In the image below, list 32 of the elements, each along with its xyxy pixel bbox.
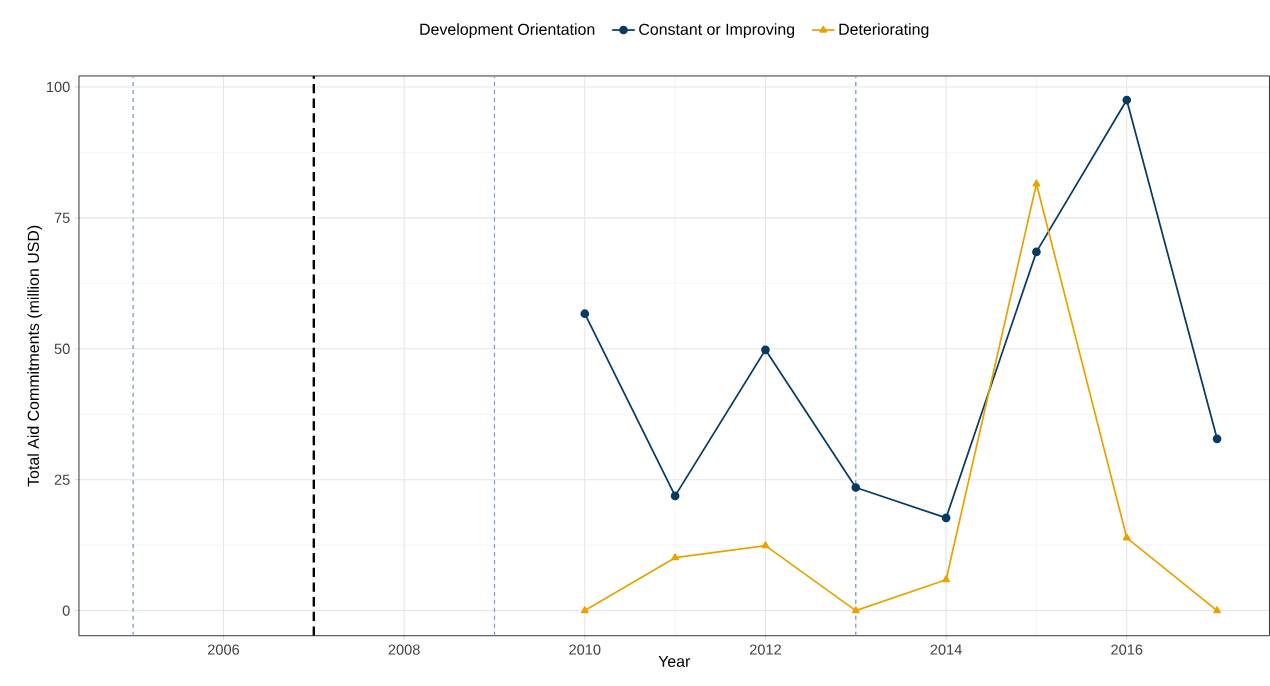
y-tick-label: 75 xyxy=(54,212,70,224)
y-tick-label: 25 xyxy=(54,474,70,485)
x-tick-label: 2014 xyxy=(930,644,962,655)
point xyxy=(761,541,770,549)
point xyxy=(942,575,950,583)
y-axis-title: Total Aid Commitments (million USD) xyxy=(27,225,43,487)
y-tick-label: 100 xyxy=(47,81,70,93)
point xyxy=(1213,606,1221,614)
y-tick-label: 0 xyxy=(62,605,70,616)
x-axis-title: Year xyxy=(658,656,691,668)
x-tick-label: 2006 xyxy=(207,644,240,655)
point xyxy=(1032,179,1041,187)
point xyxy=(1122,95,1132,105)
point xyxy=(941,513,951,523)
point xyxy=(671,553,679,561)
point xyxy=(851,606,860,614)
x-tick-label: 2010 xyxy=(569,644,601,655)
point xyxy=(1122,533,1131,541)
x-tick-label: 2016 xyxy=(1111,644,1143,655)
point xyxy=(580,309,590,319)
x-tick-label: 2008 xyxy=(388,644,420,655)
x-tick-label: 2012 xyxy=(749,644,781,655)
legend-label: Constant or Improving xyxy=(639,23,795,39)
y-tick-label: 50 xyxy=(54,343,70,355)
point xyxy=(1212,434,1222,444)
legend-label: Deteriorating xyxy=(839,23,929,39)
point xyxy=(1032,247,1041,257)
point xyxy=(580,606,589,614)
point xyxy=(670,491,680,501)
point xyxy=(761,345,770,355)
point xyxy=(851,483,861,493)
legend-title: Development Orientation xyxy=(420,23,595,39)
